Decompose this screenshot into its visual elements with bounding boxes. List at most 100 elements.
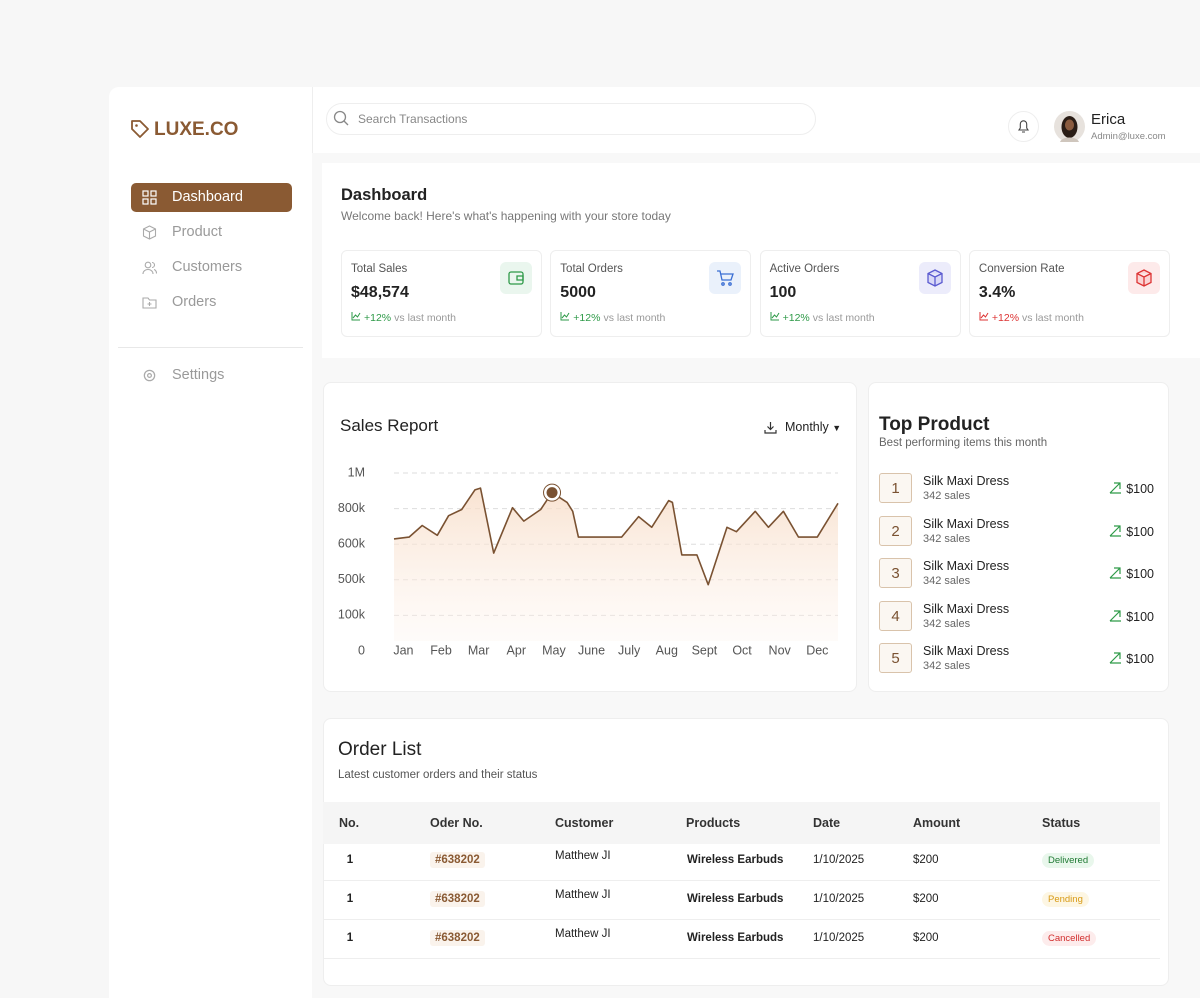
- status-pill: Delivered: [1042, 853, 1095, 868]
- cell-text: Matthew JI: [555, 850, 611, 862]
- product-row: 4 Silk Maxi Dress 342 sales $100: [868, 600, 1168, 633]
- product-amount-wrap: $100: [1109, 524, 1154, 539]
- row-border: [323, 958, 1160, 959]
- icon-part: [1060, 137, 1079, 142]
- product-rank: 5: [879, 643, 912, 673]
- search-icon: [333, 110, 349, 126]
- nav-label: Dashboard: [172, 189, 243, 205]
- search-box[interactable]: [326, 103, 816, 135]
- icon-part: [1065, 119, 1074, 131]
- y-tick-label: 0: [358, 643, 365, 657]
- order-no: #638202: [430, 930, 485, 946]
- stat-icon: [709, 262, 742, 294]
- product-row: 2 Silk Maxi Dress 342 sales $100: [868, 515, 1168, 548]
- product-amount-wrap: $100: [1109, 609, 1154, 624]
- icon-part: ▼: [832, 423, 842, 433]
- x-tick-label: Oct: [732, 643, 752, 657]
- change-value: +12%: [782, 312, 810, 324]
- product-amount: $100: [1126, 567, 1154, 581]
- divider: [118, 347, 303, 348]
- product-amount-wrap: $100: [1109, 566, 1154, 581]
- icon-part: [142, 261, 157, 275]
- product-sales: 342 sales: [923, 575, 971, 587]
- icon-part: [142, 297, 157, 309]
- product-amount: $100: [1126, 609, 1154, 624]
- period-select[interactable]: Monthly ▼: [785, 420, 841, 434]
- icon-part: [333, 110, 347, 124]
- icon-part: [343, 120, 349, 126]
- notification-button[interactable]: [1008, 111, 1039, 142]
- icon-part: [508, 271, 524, 285]
- nav-label: Customers: [172, 259, 243, 275]
- cell-text: Wireless Earbuds: [687, 854, 784, 866]
- stat-value: $48,574: [351, 284, 409, 301]
- icon-part: [721, 282, 726, 286]
- x-tick-label: Sept: [692, 643, 718, 657]
- avatar: [1054, 111, 1085, 142]
- status-pill: Pending: [1042, 892, 1089, 907]
- icon-part: [142, 261, 157, 275]
- product-amount: $100: [1126, 524, 1154, 539]
- nav-label: Settings: [172, 367, 225, 383]
- icon-part: [143, 369, 156, 382]
- y-tick-label: 100k: [338, 608, 366, 622]
- change-note: vs last month: [394, 312, 457, 324]
- brand: LUXE.CO: [154, 119, 239, 140]
- stat-card: Conversion Rate 3.4% +12% vs last month: [968, 250, 1170, 337]
- stat-icon: [918, 262, 951, 294]
- top-product-card: [868, 382, 1169, 692]
- icon-part: [142, 190, 157, 205]
- column-header: Customer: [555, 816, 614, 830]
- cell-text: 1/10/2025: [813, 932, 865, 944]
- product-sales: 342 sales: [923, 660, 971, 672]
- x-tick-label: June: [578, 643, 605, 657]
- change-note: vs last month: [1022, 312, 1084, 324]
- nav-item[interactable]: Customers: [131, 253, 292, 282]
- product-sales: 342 sales: [923, 490, 971, 502]
- icon-part: [1136, 269, 1152, 287]
- icon-part: [1109, 609, 1122, 622]
- cell-text: 1/10/2025: [813, 893, 865, 905]
- product-name: Silk Maxi Dress: [923, 559, 1010, 573]
- icon-part: [1109, 524, 1122, 537]
- sales-chart: 0 100k 500k 600k 800k 1M Jan Feb Mar Apr May June Ju…: [338, 465, 839, 657]
- stat-value: 5000: [560, 284, 596, 301]
- row-border: [323, 919, 1160, 920]
- orders-subtitle: Latest customer orders and their status: [338, 769, 538, 781]
- sales-line: [393, 487, 839, 586]
- search-placeholder: Search Transactions: [358, 112, 468, 126]
- product-rank: 2: [879, 515, 912, 546]
- icon-part: [142, 225, 157, 240]
- icon-part: [147, 373, 152, 378]
- status-pill: Cancelled: [1042, 931, 1097, 946]
- icon-part: [717, 270, 735, 281]
- top-product-subtitle: Best performing items this month: [879, 437, 1048, 449]
- cell-text: Wireless Earbuds: [687, 932, 784, 944]
- icon-part: [150, 190, 157, 197]
- icon-part: [135, 124, 138, 127]
- x-tick-label: Jan: [393, 643, 413, 657]
- icon-part: [351, 312, 361, 321]
- user-name: Erica: [1091, 111, 1126, 128]
- nav-item[interactable]: Orders: [131, 288, 292, 317]
- nav-settings[interactable]: Settings: [131, 361, 292, 390]
- y-tick-label: 1M: [348, 465, 365, 479]
- period-label: Monthly: [785, 420, 829, 434]
- product-amount: $100: [1126, 482, 1154, 496]
- change-value: +12%: [991, 312, 1020, 324]
- icon-part: [508, 271, 524, 285]
- table-header: [323, 802, 1160, 844]
- product-name: Silk Maxi Dress: [923, 474, 1010, 488]
- product-amount: $100: [1126, 652, 1154, 666]
- orders-title: Order List: [338, 739, 422, 760]
- stat-change: +12% vs last month: [770, 311, 875, 324]
- page-subtitle: Welcome back! Here's what's happening wi…: [341, 209, 671, 223]
- cell-no: 1: [346, 893, 354, 905]
- cell-text: $200: [913, 932, 939, 944]
- nav-item[interactable]: Dashboard: [131, 183, 292, 212]
- change-value: +12%: [573, 312, 601, 324]
- nav-item[interactable]: Product: [131, 218, 292, 247]
- icon-part: [560, 312, 570, 321]
- icon-part: [516, 275, 524, 281]
- product-row: 3 Silk Maxi Dress 342 sales $100: [868, 558, 1168, 590]
